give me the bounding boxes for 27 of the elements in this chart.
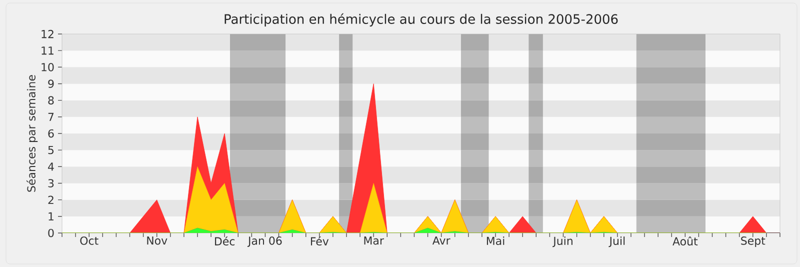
y-tick-label: 9 bbox=[48, 80, 54, 88]
x-tick-label: Sept bbox=[741, 236, 766, 247]
x-tick-label: Mai bbox=[486, 236, 504, 246]
chart-title: Participation en hémicycle au cours de la session 2005-2006 bbox=[224, 13, 618, 26]
y-tick-label: 2 bbox=[48, 196, 54, 204]
y-tick-label: 1 bbox=[48, 212, 54, 220]
x-tick-label: Déc bbox=[215, 236, 235, 246]
x-tick-label: Oct bbox=[80, 236, 98, 245]
x-tick-label: Avr bbox=[432, 236, 450, 245]
x-tick-label: Jan 06 bbox=[247, 236, 282, 247]
x-tick-label: Juin bbox=[552, 236, 572, 248]
y-tick-label: 10 bbox=[42, 63, 54, 72]
x-tick-label: Fév bbox=[310, 236, 329, 246]
x-tick-label: Mar bbox=[364, 236, 384, 245]
y-tick-label: 8 bbox=[48, 96, 54, 104]
x-tick-label: Août bbox=[672, 236, 698, 246]
y-tick-label: 6 bbox=[48, 129, 54, 138]
y-tick-label: 12 bbox=[42, 30, 54, 38]
y-tick-label: 4 bbox=[48, 162, 54, 171]
x-tick-label: Nov bbox=[147, 236, 168, 245]
x-tick-label: Juil bbox=[608, 236, 625, 248]
y-tick-label: 7 bbox=[48, 112, 54, 121]
y-tick-label: 11 bbox=[42, 46, 54, 55]
y-tick-label: 5 bbox=[48, 146, 54, 154]
y-tick-label: 0 bbox=[48, 228, 54, 238]
y-tick-label: 3 bbox=[48, 179, 54, 188]
y-axis-title: Séances par semaine bbox=[26, 75, 38, 192]
